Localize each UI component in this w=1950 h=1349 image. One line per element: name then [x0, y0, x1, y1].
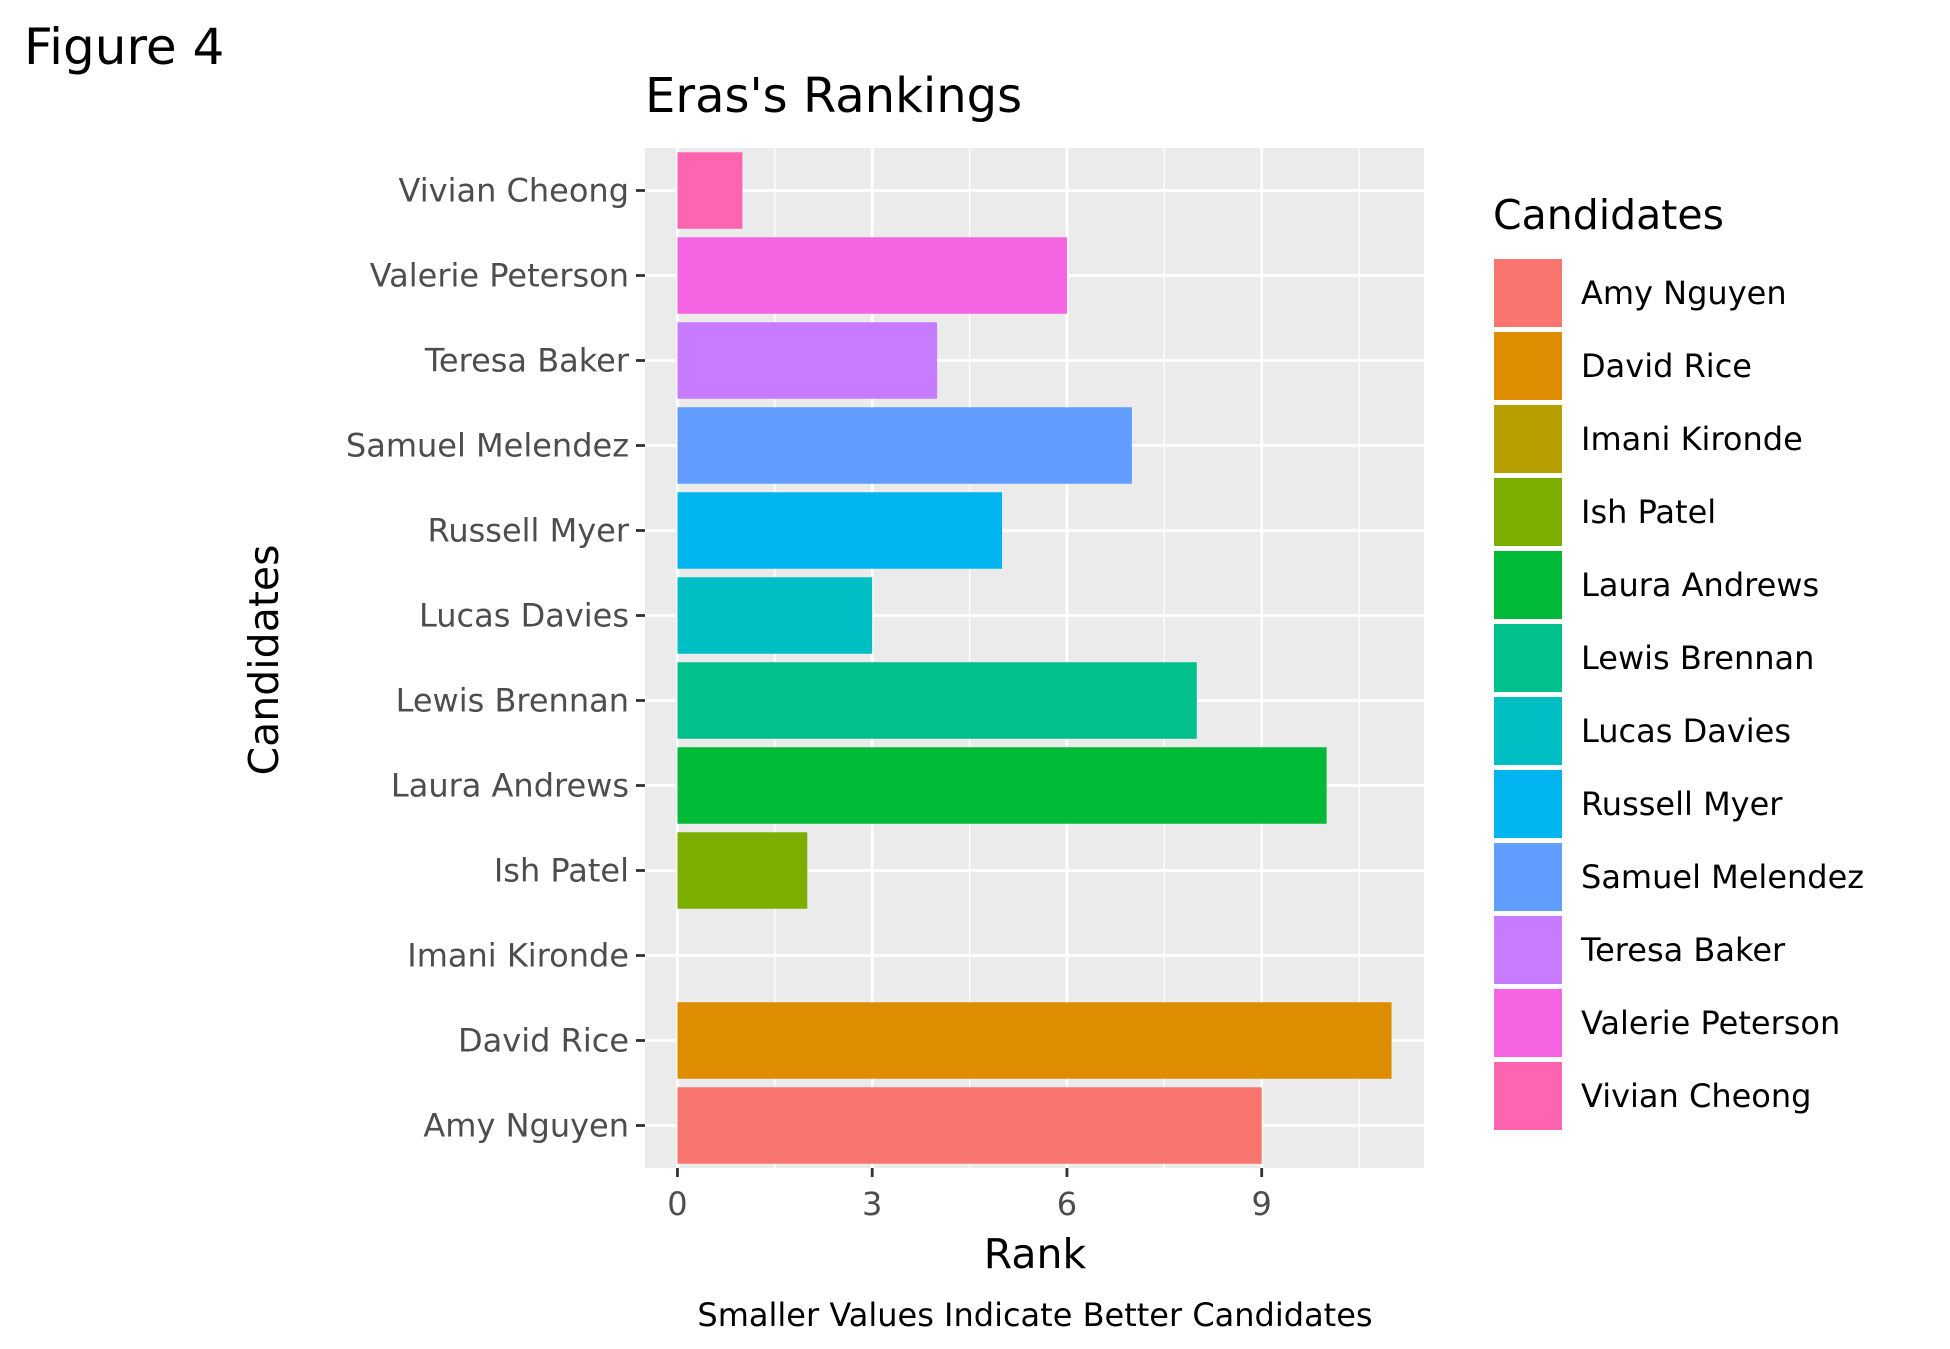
bar-valerie-peterson [677, 237, 1067, 314]
x-axis-label: Rank [984, 1230, 1087, 1278]
legend-swatch [1492, 476, 1564, 548]
y-tick-label: Amy Nguyen [423, 1107, 629, 1145]
legend-swatch [1492, 622, 1564, 694]
y-axis-label: Candidates [240, 545, 288, 776]
bar-teresa-baker [677, 322, 938, 399]
legend-swatch [1492, 1060, 1564, 1132]
y-tick-label: Valerie Peterson [370, 257, 629, 295]
legend-label: Lewis Brennan [1581, 639, 1814, 677]
x-tick-label: 0 [667, 1185, 687, 1223]
legend-swatch [1492, 987, 1564, 1059]
legend-swatch [1492, 914, 1564, 986]
y-tick-label: Teresa Baker [424, 342, 630, 380]
y-tick-label: Laura Andrews [391, 767, 629, 805]
bar-ish-patel [677, 832, 808, 909]
chart-caption: Smaller Values Indicate Better Candidate… [697, 1296, 1372, 1334]
chart-title: Eras's Rankings [645, 68, 1022, 124]
bar-laura-andrews [677, 747, 1327, 824]
y-tick-label: Vivian Cheong [399, 172, 629, 210]
y-tick-label: Ish Patel [494, 852, 629, 890]
legend-swatch [1492, 768, 1564, 840]
figure-label: Figure 4 [24, 18, 224, 76]
legend-label: Laura Andrews [1581, 566, 1819, 604]
bar-lucas-davies [677, 577, 873, 654]
legend-swatch [1492, 257, 1564, 329]
x-tick-label: 9 [1252, 1185, 1272, 1223]
bar-lewis-brennan [677, 662, 1197, 739]
legend-label: Valerie Peterson [1581, 1004, 1840, 1042]
legend-label: Amy Nguyen [1581, 274, 1787, 312]
legend-label: David Rice [1581, 347, 1752, 385]
legend-title: Candidates [1493, 191, 1724, 239]
bar-david-rice [677, 1002, 1392, 1079]
legend-label: Teresa Baker [1580, 931, 1786, 969]
legend-label: Vivian Cheong [1581, 1077, 1811, 1115]
bar-russell-myer [677, 492, 1003, 569]
bar-vivian-cheong [677, 152, 743, 229]
legend-swatch [1492, 841, 1564, 913]
y-tick-label: David Rice [458, 1022, 629, 1060]
legend-swatch [1492, 549, 1564, 621]
x-tick-label: 6 [1057, 1185, 1077, 1223]
y-tick-label: Lewis Brennan [396, 682, 629, 720]
legend-swatch [1492, 330, 1564, 402]
legend-swatch [1492, 403, 1564, 475]
y-tick-label: Samuel Melendez [346, 427, 629, 465]
x-tick-label: 3 [862, 1185, 882, 1223]
bar-amy-nguyen [677, 1087, 1262, 1164]
legend-label: Samuel Melendez [1581, 858, 1864, 896]
legend-label: Imani Kironde [1581, 420, 1803, 458]
legend-label: Russell Myer [1581, 785, 1783, 823]
legend-label: Lucas Davies [1581, 712, 1791, 750]
y-tick-label: Russell Myer [428, 512, 630, 550]
y-tick-label: Imani Kironde [407, 937, 629, 975]
legend-swatch [1492, 695, 1564, 767]
bar-samuel-melendez [677, 407, 1132, 484]
y-tick-label: Lucas Davies [419, 597, 629, 635]
legend-label: Ish Patel [1581, 493, 1716, 531]
